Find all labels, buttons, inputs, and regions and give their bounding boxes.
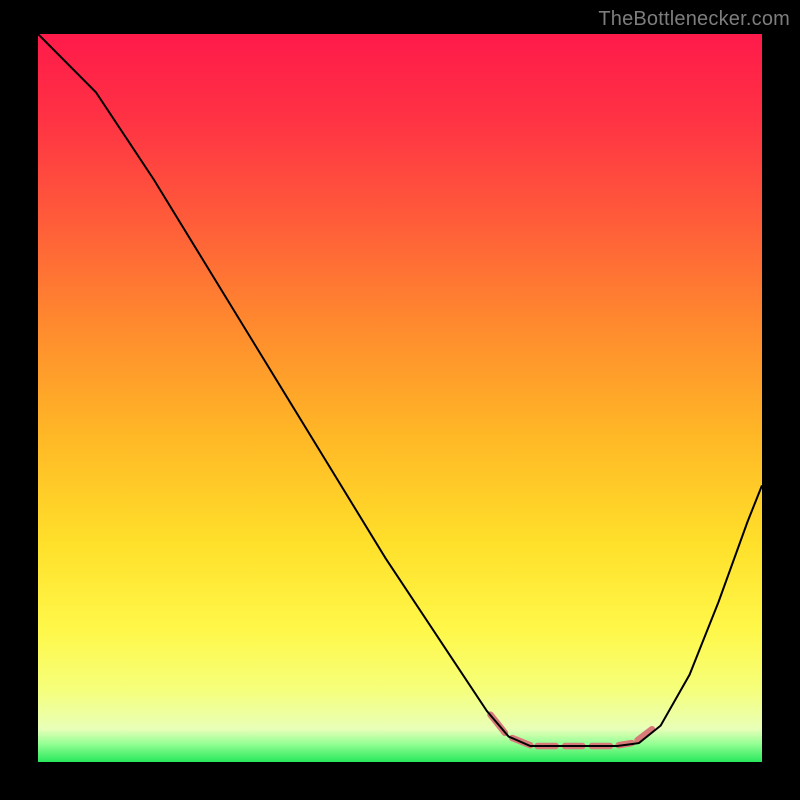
bottleneck-chart xyxy=(0,0,800,800)
chart-container: TheBottlenecker.com xyxy=(0,0,800,800)
plot-background xyxy=(38,34,762,762)
